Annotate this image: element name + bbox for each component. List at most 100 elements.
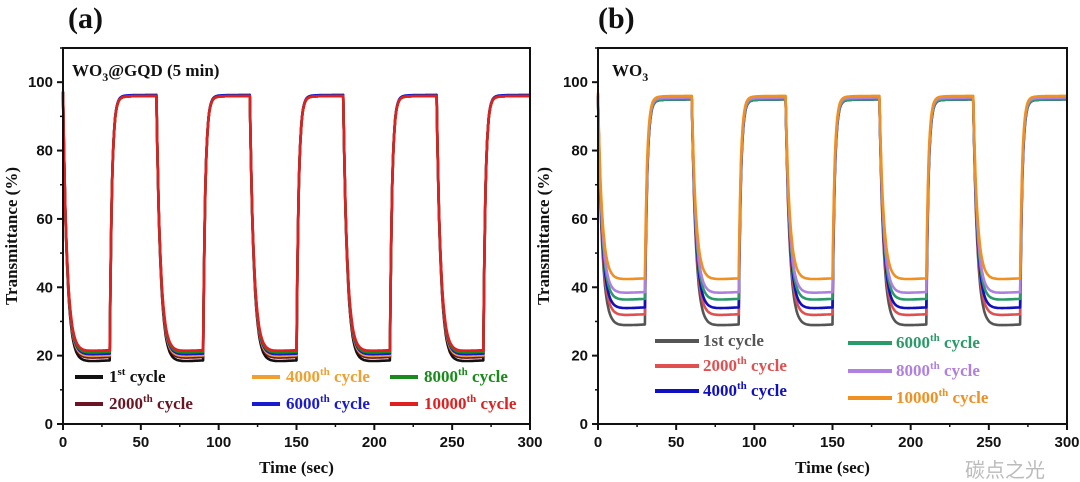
legend-label-suffix: cycle [330,367,371,386]
legend-label: 10000th cycle [424,393,517,413]
x-tick-label: 50 [668,434,685,451]
legend-label-suffix: cycle [724,331,765,350]
legend-label-number: 4000 [703,381,737,400]
legend-label-suffix: cycle [940,333,981,352]
x-tick-label: 300 [1054,434,1079,451]
panel-a: (a) 0 50 100 150 200 250 300 0 20 40 60 80 100 Time (s… [2,2,543,477]
sample-label-sub: 3 [102,70,108,84]
legend-item-0: 1st cycle [75,366,166,386]
y-tick-label: 80 [571,143,588,160]
legend-label: 4000th cycle [703,380,787,400]
legend-item-2: 4000th cycle [252,366,370,386]
legend-label-suffix: cycle [940,361,981,380]
y-tick-label: 80 [36,143,53,160]
legend-label: 6000th cycle [896,332,980,352]
x-tick-label: 50 [132,434,149,451]
legend-label-suffix: cycle [330,394,371,413]
legend-item-1: 2000th cycle [655,355,787,375]
y-tick-label: 100 [28,74,53,91]
x-tick-label: 0 [594,434,602,451]
x-axis-title: Time (sec) [259,458,334,477]
y-axis-title: Transmittance (%) [2,167,21,305]
series-line-5 [596,92,1068,281]
x-tick-label: 100 [206,434,231,451]
legend-label-number: 10000 [424,394,467,413]
legend-label-superscript: th [737,355,747,367]
series-line-5 [61,92,531,352]
legend-label: 2000th cycle [109,393,193,413]
x-tick-label: 200 [898,434,923,451]
panel-b: (b) 0 50 100 150 200 250 300 0 20 40 60 80 100 Time (s… [534,2,1080,477]
y-tick-label: 60 [571,211,588,228]
x-tick-label: 300 [517,434,542,451]
legend-label-suffix: cycle [948,388,989,407]
series-line-4 [596,94,1068,294]
legend-label-number: 10000 [896,388,939,407]
legend-label-number: 1st [703,331,724,350]
legend-label: 1st cycle [109,366,166,386]
legend-label: 2000th cycle [703,355,787,375]
series-line-3 [596,95,1068,301]
x-tick-label: 150 [284,434,309,451]
sample-label: WO3 [612,61,648,84]
y-tick-label: 20 [36,348,53,365]
legend-label-number: 4000 [286,367,320,386]
sample-label-main: WO [612,61,642,80]
legend-label-suffix: cycle [125,367,166,386]
x-tick-label: 0 [59,434,67,451]
legend-label-superscript: th [467,393,477,405]
sample-label-sub: 3 [642,70,648,84]
y-tick-label: 40 [36,279,53,296]
watermark: 碳点之光 [965,458,1045,482]
legend-label-number: 1 [109,367,118,386]
x-axis-title: Time (sec) [795,458,870,477]
legend-item-4: 8000th cycle [848,360,980,380]
legend-label-suffix: cycle [468,367,509,386]
legend-item-0: 1st cycle [655,331,764,350]
panel-label: (b) [598,2,635,35]
legend-label-number: 2000 [109,394,143,413]
legend-item-5: 10000th cycle [390,393,517,413]
legend-item-5: 10000th cycle [848,387,989,407]
sample-label: WO3@GQD (5 min) [72,61,219,84]
legend-label-suffix: cycle [747,381,788,400]
legend-label-superscript: th [320,393,330,405]
x-tick-label: 250 [976,434,1001,451]
y-tick-label: 0 [580,416,588,433]
legend-label-superscript: th [320,366,330,378]
legend-label-number: 8000 [896,361,930,380]
legend-label-number: 6000 [286,394,320,413]
legend-label-superscript: th [930,360,940,372]
y-tick-label: 40 [571,279,588,296]
legend-item-4: 8000th cycle [390,366,508,386]
legend-label-number: 2000 [703,356,737,375]
y-axis-title: Transmittance (%) [534,167,553,305]
legend-item-3: 6000th cycle [848,332,980,352]
legend-label-suffix: cycle [153,394,194,413]
legend-label-superscript: th [737,380,747,392]
legend-label-suffix: cycle [476,394,517,413]
legend-label-superscript: st [118,366,126,378]
panel-label: (a) [68,2,103,35]
y-tick-label: 60 [36,211,53,228]
legend-label: 8000th cycle [896,360,980,380]
legend-label: 8000th cycle [424,366,508,386]
legend-label-superscript: th [143,393,153,405]
y-tick-label: 100 [563,74,588,91]
legend-label: 4000th cycle [286,366,370,386]
sample-label-main: WO [72,61,102,80]
legend-label-number: 8000 [424,367,458,386]
legend-label-superscript: th [930,332,940,344]
x-tick-label: 250 [440,434,465,451]
legend-label-number: 6000 [896,333,930,352]
sample-label-rest: @GQD (5 min) [108,61,219,80]
legend-label: 6000th cycle [286,393,370,413]
legend-item-2: 4000th cycle [655,380,787,400]
x-tick-label: 100 [742,434,767,451]
legend-label-suffix: cycle [747,356,788,375]
legend-item-1: 2000th cycle [75,393,193,413]
x-tick-label: 150 [820,434,845,451]
x-tick-label: 200 [362,434,387,451]
legend-item-3: 6000th cycle [252,393,370,413]
